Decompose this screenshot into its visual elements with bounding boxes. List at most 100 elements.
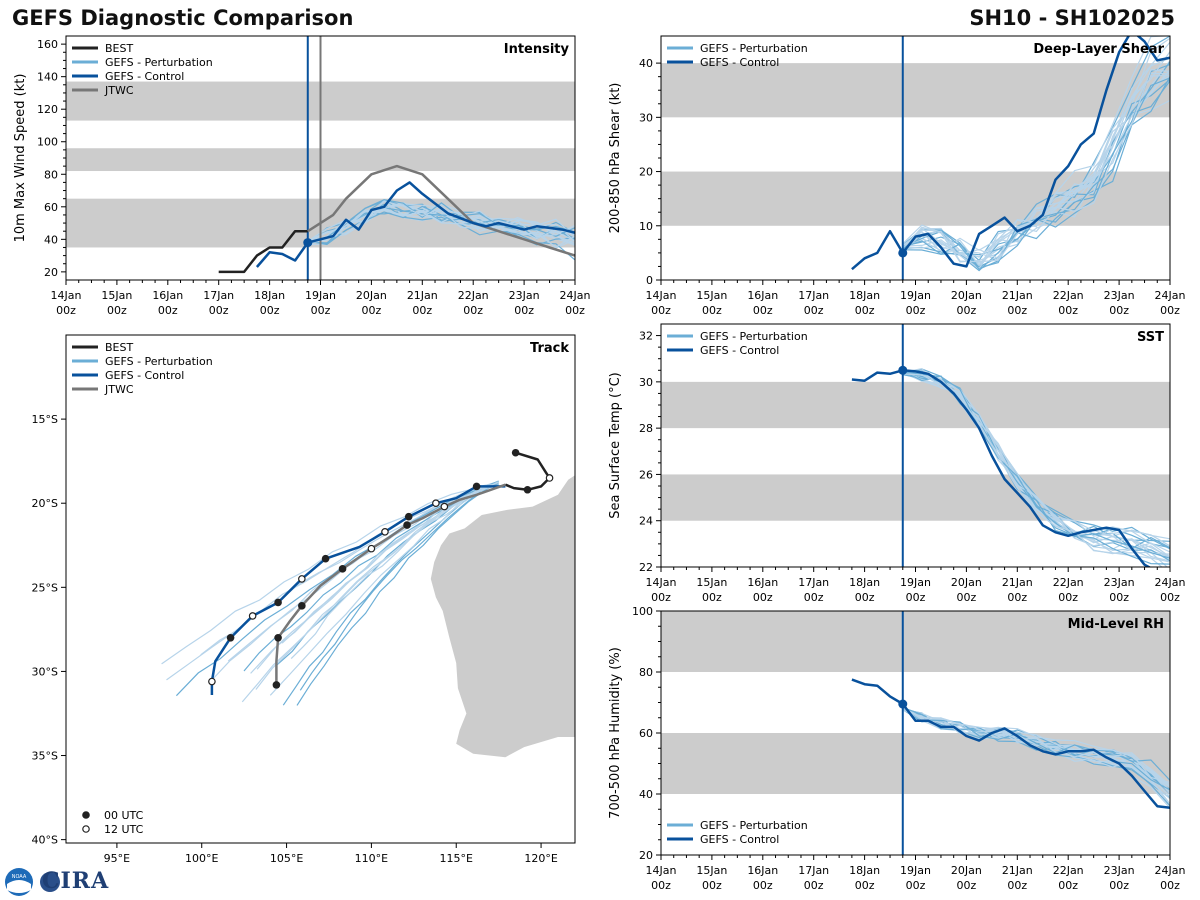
shear-xtick-label-date: 24Jan [1155,289,1186,302]
shear-plot-area [661,36,1170,280]
rh-ytick-label: 100 [632,605,653,618]
rh-xtick-label-date: 22Jan [1053,864,1084,877]
track-marker-00utc [226,633,235,642]
track-land-australia [430,475,575,758]
track-marker-00utc [321,554,330,563]
legend-label: GEFS - Perturbation [700,819,808,832]
intensity-xtick-label-hour: 00z [311,304,331,317]
intensity-ytick-label: 140 [37,71,58,84]
intensity-xtick-label-hour: 00z [362,304,382,317]
sst-ylabel: Sea Surface Temp (°C) [608,372,623,519]
rh-panel: 20 40 60 80 100 14Jan 00z 15Jan 00z 16Jan 00z 17Jan… [608,605,1185,892]
rh-xtick-label-date: 21Jan [1002,864,1033,877]
sst-xtick-label-date: 23Jan [1104,576,1135,589]
intensity-xtick-label-date: 18Jan [254,289,285,302]
intensity-ytick-label: 120 [37,103,58,116]
intensity-xtick-label-date: 16Jan [152,289,183,302]
shear-xtick-label-hour: 00z [1007,304,1027,317]
legend-marker-label: 00 UTC [104,809,144,822]
legend-12utc-marker [82,825,90,833]
track-ytick-label: 25°S [32,581,58,594]
sst-xtick-label-date: 15Jan [696,576,727,589]
sst-xtick-label-date: 21Jan [1002,576,1033,589]
rh-xtick-label-date: 15Jan [696,864,727,877]
track-xtick-label: 110°E [355,852,388,865]
legend-marker-label: 12 UTC [104,823,144,836]
intensity-panel: 20 40 60 80 100 120 140 160 14Jan 00z 15Jan 00z 16Ja… [13,35,591,317]
track-ensemble-line [290,481,499,660]
track-marker-00utc [272,681,281,689]
shear-panel-title: Deep-Layer Shear [1033,42,1164,57]
rh-band-1 [661,611,1170,672]
intensity-xtick-label-date: 14Jan [51,289,82,302]
intensity-init-marker [303,238,313,248]
sst-xtick-label-hour: 00z [957,591,977,604]
rh-xtick-label-date: 19Jan [900,864,931,877]
intensity-ytick-label: 40 [44,233,58,246]
legend-label: GEFS - Control [700,344,779,357]
sst-xtick-label-hour: 00z [1007,591,1027,604]
track-marker-00utc [472,482,481,491]
sst-ytick-label: 22 [639,561,653,574]
sst-xtick-label-hour: 00z [804,591,824,604]
sst-plot-area [661,324,1170,567]
rh-ytick-label: 40 [639,788,653,801]
shear-xtick-label-hour: 00z [855,304,875,317]
rh-ensemble-line [902,707,1170,791]
storm-id: SH10 - SH102025 [969,6,1175,30]
shear-xtick-label-date: 18Jan [849,289,880,302]
rh-xtick-label-date: 24Jan [1155,864,1186,877]
shear-xtick-label-hour: 00z [651,304,671,317]
sst-xtick-label-hour: 00z [906,591,926,604]
rh-xtick-label-hour: 00z [1058,879,1078,892]
sst-xtick-label-date: 17Jan [798,576,829,589]
intensity-xtick-label-date: 24Jan [560,289,591,302]
track-xtick-label: 100°E [185,852,218,865]
legend-label: BEST [105,42,133,55]
intensity-xtick-label-date: 19Jan [305,289,336,302]
rh-ytick-label: 20 [639,849,653,862]
track-marker-00utc [274,633,282,642]
rh-xtick-label-date: 16Jan [747,864,778,877]
shear-xtick-label-date: 14Jan [646,289,677,302]
sst-ensemble-line [902,371,1170,559]
track-xtick-label: 105°E [270,852,303,865]
rh-xtick-label-date: 18Jan [849,864,880,877]
track-marker-00utc [404,512,413,521]
legend-label: GEFS - Control [105,369,184,382]
intensity-xtick-label-date: 17Jan [203,289,234,302]
sst-xtick-label-hour: 00z [1160,591,1180,604]
sst-xtick-label-date: 24Jan [1155,576,1186,589]
intensity-xtick-label-hour: 00z [463,304,483,317]
sst-xtick-label-date: 20Jan [951,576,982,589]
rh-xtick-label-date: 23Jan [1104,864,1135,877]
intensity-ytick-label: 20 [44,266,58,279]
track-ensemble-line [256,481,499,670]
sst-ytick-label: 30 [639,376,653,389]
intensity-xtick-label-date: 15Jan [101,289,132,302]
rh-plot-area [661,611,1170,855]
legend-label: GEFS - Perturbation [105,355,213,368]
intensity-plot-area [66,36,575,280]
track-xtick-label: 115°E [440,852,473,865]
sst-ytick-label: 26 [639,468,653,481]
rh-init-marker [898,699,908,709]
rh-xtick-label-hour: 00z [957,879,977,892]
shear-ytick-label: 40 [639,57,653,70]
track-marker-12utc [248,612,257,620]
rh-ensemble-line [902,706,1170,798]
shear-xtick-label-hour: 00z [957,304,977,317]
legend-label: JTWC [104,84,134,97]
sst-xtick-label-date: 22Jan [1053,576,1084,589]
sst-xtick-label-date: 18Jan [849,576,880,589]
track-marker-12utc [432,499,440,508]
shear-xtick-label-hour: 00z [1109,304,1129,317]
track-series-gefs-control [210,485,506,695]
shear-xtick-label-date: 23Jan [1104,289,1135,302]
sst-ytick-label: 32 [639,330,653,343]
sst-band-1 [661,381,1170,429]
shear-xtick-label-date: 16Jan [747,289,778,302]
track-ensemble-line [166,484,499,681]
shear-xtick-label-date: 15Jan [696,289,727,302]
intensity-xtick-label-hour: 00z [514,304,534,317]
